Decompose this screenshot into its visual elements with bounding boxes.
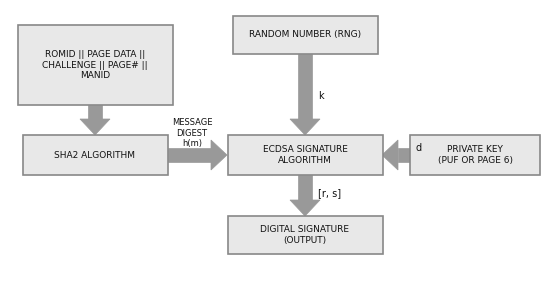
Polygon shape [290,200,320,216]
Text: DIGITAL SIGNATURE
(OUTPUT): DIGITAL SIGNATURE (OUTPUT) [261,225,349,245]
FancyBboxPatch shape [228,216,382,254]
Text: SHA2 ALGORITHM: SHA2 ALGORITHM [54,151,135,160]
Polygon shape [88,105,102,119]
Polygon shape [298,54,312,119]
Polygon shape [298,175,312,200]
Text: k: k [318,91,323,101]
Text: d: d [416,143,422,153]
Text: PRIVATE KEY
(PUF OR PAGE 6): PRIVATE KEY (PUF OR PAGE 6) [437,145,513,165]
FancyBboxPatch shape [410,135,540,175]
Polygon shape [211,140,227,170]
FancyBboxPatch shape [18,25,173,105]
Polygon shape [382,140,398,170]
Text: ECDSA SIGNATURE
ALGORITHM: ECDSA SIGNATURE ALGORITHM [262,145,348,165]
Polygon shape [290,119,320,135]
Polygon shape [398,148,410,162]
FancyBboxPatch shape [228,135,382,175]
FancyBboxPatch shape [233,16,377,54]
Polygon shape [80,119,110,135]
Polygon shape [168,148,211,162]
Text: RANDOM NUMBER (RNG): RANDOM NUMBER (RNG) [249,31,361,40]
Text: ROMID || PAGE DATA ||
CHALLENGE || PAGE# ||
MANID: ROMID || PAGE DATA || CHALLENGE || PAGE#… [42,50,148,80]
FancyBboxPatch shape [23,135,168,175]
Text: MESSAGE
DIGEST
h(m): MESSAGE DIGEST h(m) [172,118,212,148]
Text: [r, s]: [r, s] [318,188,341,198]
